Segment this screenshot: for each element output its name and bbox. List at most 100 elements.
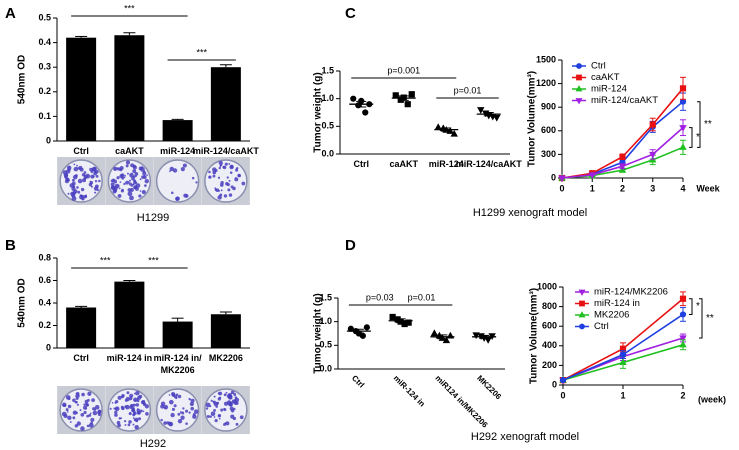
- panel-label: D: [345, 237, 356, 254]
- y-tick-label: 0.8: [38, 252, 51, 262]
- significance-label: p=0.001: [387, 65, 420, 75]
- colony: [117, 395, 122, 400]
- colony: [79, 167, 84, 172]
- colony: [72, 174, 78, 180]
- colony: [138, 417, 142, 421]
- colony: [85, 403, 90, 407]
- colony: [182, 407, 185, 410]
- colony: [133, 412, 136, 414]
- marker: [619, 345, 627, 352]
- colony: [63, 413, 68, 418]
- marker: [558, 175, 566, 183]
- marker: [472, 332, 480, 340]
- colony: [124, 424, 127, 426]
- x-tick-label: 1: [590, 183, 595, 193]
- marker: [359, 332, 366, 339]
- significance-label: **: [706, 313, 714, 324]
- colony: [160, 401, 166, 406]
- colony: [125, 396, 130, 402]
- significance-label: *: [696, 301, 700, 312]
- colony: [75, 411, 78, 415]
- x-tick-label: 2: [620, 183, 625, 193]
- colony: [212, 174, 216, 178]
- colony: [184, 194, 189, 198]
- colony: [206, 414, 210, 418]
- colony: [175, 196, 180, 202]
- colony: [195, 181, 198, 184]
- legend-label: miR-124/caAKT: [591, 95, 658, 106]
- colony: [213, 408, 216, 412]
- marker: [392, 92, 399, 99]
- y-tick-label: 0.2: [38, 86, 51, 96]
- colony: [220, 189, 223, 192]
- colony: [80, 426, 85, 431]
- x-tick-label: miR-124/caAKT: [455, 159, 522, 169]
- colony: [173, 404, 177, 408]
- bar: [114, 281, 145, 348]
- colony: [114, 413, 118, 417]
- x-tick-label: 4: [680, 183, 685, 193]
- colony: [241, 181, 246, 186]
- marker: [575, 98, 583, 105]
- colony: [128, 182, 132, 186]
- colony: [142, 170, 146, 173]
- colony: [233, 400, 238, 405]
- colony: [218, 391, 223, 396]
- y-tick-label: 1200: [536, 78, 556, 88]
- colony: [214, 169, 218, 173]
- colony: [95, 174, 99, 178]
- colony: [76, 164, 78, 167]
- colony: [120, 417, 123, 420]
- colony: [137, 411, 141, 415]
- colony: [138, 194, 142, 198]
- colony: [218, 417, 221, 420]
- colony: [135, 186, 139, 191]
- colony: [134, 175, 137, 178]
- colony: [192, 414, 197, 419]
- x-tick-label-box: caAKT: [389, 159, 418, 169]
- colony: [83, 405, 88, 410]
- colony: [141, 189, 146, 195]
- colony: [72, 398, 76, 403]
- y-tick-label: 0.6: [38, 275, 51, 285]
- significance-brace: [689, 127, 693, 148]
- colony: [115, 399, 119, 404]
- legend-label: Ctrl: [594, 321, 609, 332]
- legend-label: Ctrl: [591, 61, 606, 72]
- y-axis-label: 540nm OD: [17, 278, 28, 327]
- colony: [144, 184, 147, 187]
- marker: [679, 98, 687, 105]
- colony: [124, 405, 128, 409]
- colony: [205, 407, 209, 410]
- marker: [350, 95, 357, 102]
- colony: [125, 164, 129, 168]
- colony: [235, 422, 239, 426]
- marker: [679, 340, 687, 348]
- y-tick-label: 0: [46, 342, 51, 352]
- colony: [90, 170, 94, 174]
- y-tick-label: 0.4: [38, 37, 51, 47]
- colony: [189, 401, 194, 407]
- colony: [127, 188, 132, 192]
- colony: [212, 400, 215, 403]
- colony: [72, 185, 76, 188]
- colony: [65, 177, 69, 181]
- colony: [77, 190, 81, 194]
- colony: [175, 396, 178, 400]
- colony: [171, 392, 174, 395]
- colony: [114, 410, 118, 414]
- x-tick-label: 2: [680, 390, 685, 400]
- colony: [226, 183, 230, 187]
- y-axis-label: Tumor weight (g): [313, 72, 324, 152]
- colony: [125, 160, 131, 165]
- x-tick-label-box: Ctrl: [73, 353, 89, 363]
- colony: [210, 411, 216, 417]
- colony: [214, 419, 218, 423]
- colony: [219, 165, 222, 168]
- colony: [89, 181, 94, 185]
- legend-label: miR-124: [591, 84, 627, 95]
- colony: [112, 189, 117, 194]
- colony: [132, 423, 135, 426]
- colony: [119, 166, 124, 170]
